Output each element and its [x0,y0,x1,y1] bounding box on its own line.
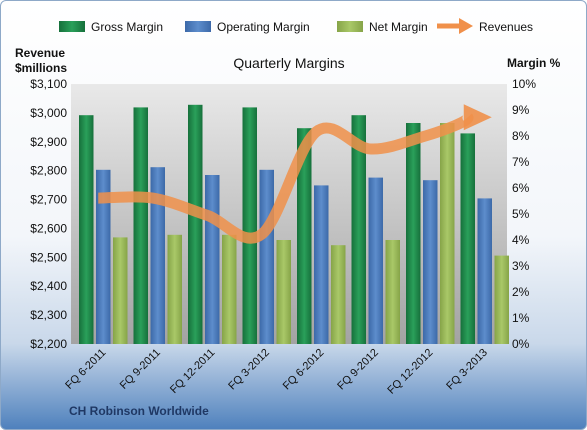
bar-gross-margin [133,107,148,345]
x-tick-label: FQ 9-2011 [118,347,163,392]
left-tick-label: $2,500 [30,250,67,264]
bar-net-margin [331,245,346,344]
revenue-line-arrowhead [463,104,492,131]
x-tick-label: FQ 12-2012 [385,347,435,397]
right-tick-label: 2% [512,285,530,299]
legend: Gross Margin Operating Margin Net Margin… [59,18,533,34]
revenue-line-group [98,104,492,244]
bar-net-margin [276,240,291,344]
right-tick-label: 9% [512,103,530,117]
x-tick-label: FQ 12-2011 [168,347,217,396]
legend-swatch-net-margin [337,21,363,32]
bar-operating-margin [259,169,274,344]
left-tick-label: $2,400 [30,279,67,293]
right-tick-label: 10% [512,77,536,91]
bar-net-margin [167,234,182,344]
bar-gross-margin [297,128,312,344]
bar-operating-margin [368,177,383,344]
left-tick-label: $2,900 [30,135,67,149]
bar-gross-margin [406,123,421,344]
legend-swatch-revenues [437,18,473,34]
bar-net-margin [113,237,128,344]
x-axis: FQ 6-2011 FQ 9-2011 FQ 12-2011 FQ 3-2012 FQ … [63,347,490,397]
left-axis: $2,200 $2,300 $2,400 $2,500 $2,600 $2,700 $2,8… [30,77,67,351]
right-tick-label: 8% [512,129,530,143]
right-tick-label: 0% [512,337,530,351]
bar-operating-margin [205,175,220,344]
legend-swatch-operating-margin [185,21,211,32]
bar-operating-margin [150,167,165,344]
bar-net-margin [494,255,509,344]
right-tick-label: 5% [512,207,530,221]
right-axis: 0% 1% 2% 3% 4% 5% 6% 7% 8% 9% 10% [512,77,536,351]
bar-net-margin [385,240,400,344]
right-tick-label: 4% [512,233,530,247]
x-tick-label: FQ 9-2012 [335,347,381,393]
bar-gross-margin [460,133,475,344]
company-name: CH Robinson Worldwide [69,404,209,418]
bar-operating-margin [423,180,438,344]
left-tick-label: $3,100 [30,77,67,91]
x-tick-label: FQ 3-2013 [444,347,490,393]
right-axis-label: Margin % [507,56,561,70]
legend-label-net-margin: Net Margin [369,20,428,34]
bar-net-margin [440,123,455,344]
bar-operating-margin [477,198,492,344]
left-tick-label: $2,700 [30,193,67,207]
left-tick-label: $2,600 [30,221,67,235]
right-tick-label: 7% [512,155,530,169]
bar-net-margin [222,234,237,344]
right-tick-label: 3% [512,259,530,273]
left-axis-label-line2: $millions [15,61,67,75]
revenue-line [98,111,474,244]
bar-gross-margin [242,107,257,345]
left-axis-label-line1: Revenue [15,46,65,60]
bar-gross-margin [351,115,366,344]
left-tick-label: $2,300 [30,308,67,322]
left-tick-label: $3,000 [30,106,67,120]
bar-operating-margin [314,185,329,344]
bar-group [79,104,509,345]
legend-label-revenues: Revenues [479,20,533,34]
left-tick-label: $2,200 [30,337,67,351]
bar-gross-margin [79,115,94,344]
chart-title: Quarterly Margins [233,55,344,71]
legend-swatch-gross-margin [59,21,85,32]
x-tick-label: FQ 3-2012 [226,347,272,393]
right-tick-label: 1% [512,311,530,325]
bar-gross-margin [188,104,203,344]
x-tick-label: FQ 6-2011 [63,347,108,392]
x-tick-label: FQ 6-2012 [281,347,327,393]
legend-label-operating-margin: Operating Margin [217,20,310,34]
right-tick-label: 6% [512,181,530,195]
left-tick-label: $2,800 [30,164,67,178]
legend-label-gross-margin: Gross Margin [91,20,163,34]
bar-operating-margin [96,169,111,344]
